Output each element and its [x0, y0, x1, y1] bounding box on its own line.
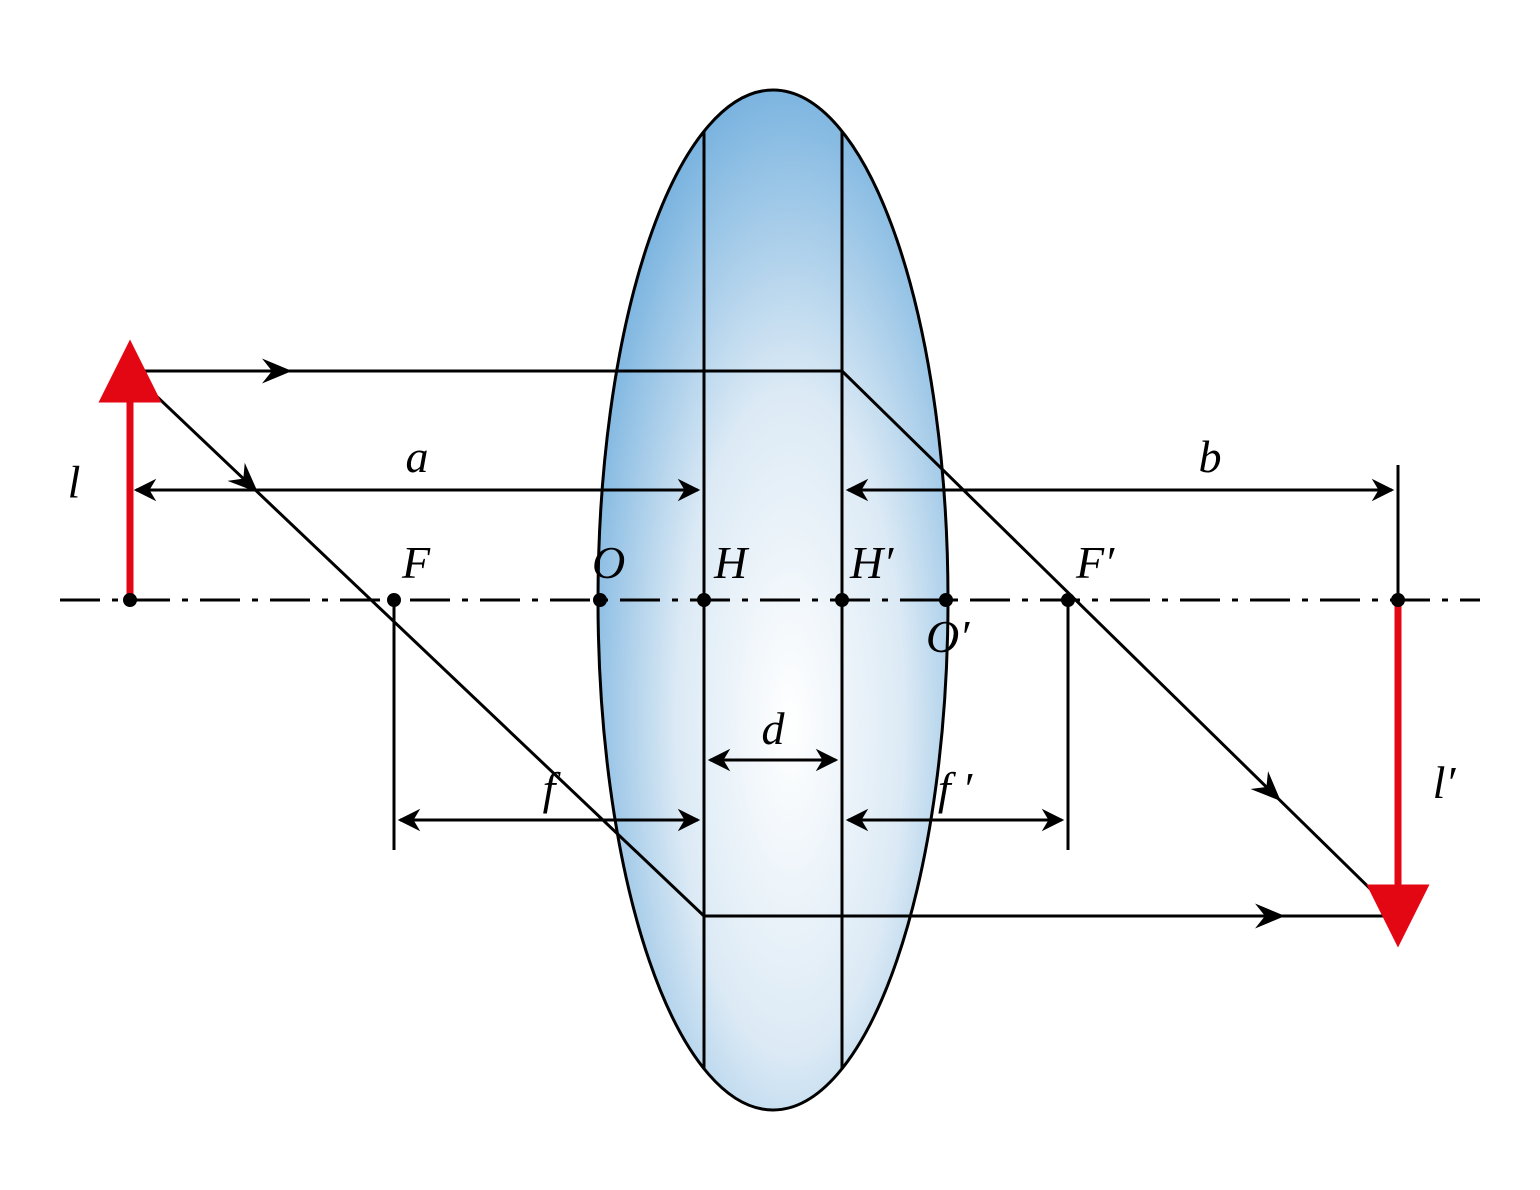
label-a: a [406, 431, 429, 482]
thick-lens-diagram: l a b F O H H′ F′ O′ d f f ′ l′ [0, 0, 1540, 1190]
label-O: O [592, 537, 625, 588]
label-f: f [543, 763, 562, 814]
label-F: F [401, 537, 431, 588]
label-b: b [1199, 431, 1222, 482]
label-Fp: F′ [1075, 537, 1115, 588]
label-Op: O′ [926, 611, 970, 662]
label-Hp: H′ [849, 537, 894, 588]
label-l: l [68, 457, 81, 508]
label-lp: l′ [1433, 757, 1457, 808]
label-d: d [762, 703, 786, 754]
label-H: H [713, 537, 750, 588]
label-fp: f ′ [938, 763, 973, 814]
